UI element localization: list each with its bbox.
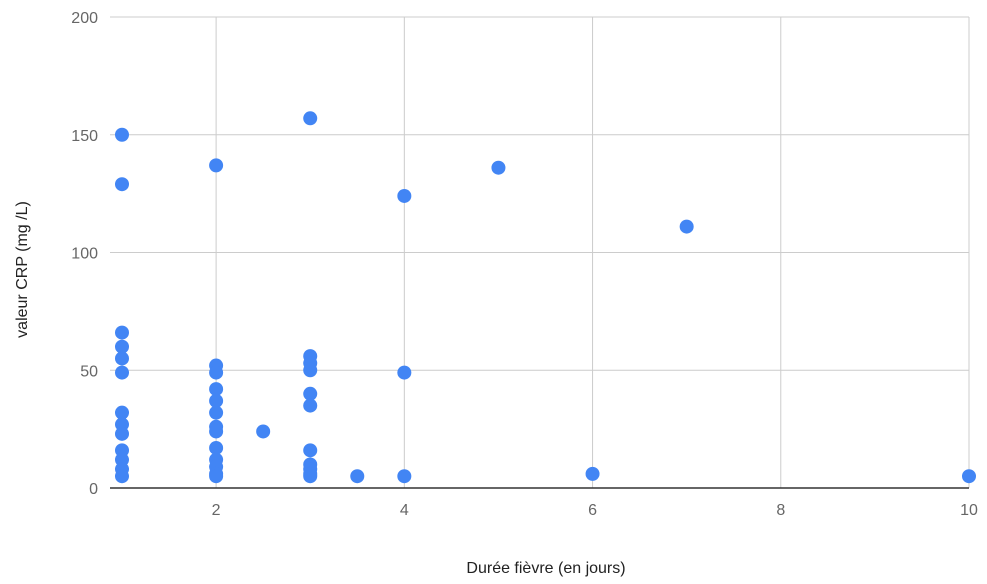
data-point[interactable] [115, 127, 129, 142]
data-point[interactable] [115, 177, 129, 192]
data-point[interactable] [303, 469, 318, 484]
data-point[interactable] [303, 363, 318, 378]
data-point[interactable] [303, 443, 318, 458]
data-point[interactable] [115, 325, 129, 340]
data-point[interactable] [115, 339, 129, 354]
data-point[interactable] [303, 386, 318, 401]
data-point[interactable] [585, 466, 600, 481]
x-tick-label: 4 [400, 502, 409, 519]
data-point[interactable] [209, 393, 224, 408]
data-point[interactable] [303, 398, 318, 413]
data-point[interactable] [303, 111, 318, 126]
x-tick-label: 10 [960, 502, 978, 519]
data-point[interactable] [209, 382, 224, 397]
data-point[interactable] [209, 469, 224, 484]
data-point[interactable] [209, 424, 224, 439]
data-point[interactable] [256, 424, 271, 439]
data-points [115, 111, 976, 484]
x-tick-label: 8 [776, 502, 785, 519]
data-point[interactable] [491, 160, 506, 175]
data-point[interactable] [115, 469, 129, 484]
data-point[interactable] [350, 469, 365, 484]
data-point[interactable] [679, 219, 694, 234]
data-point[interactable] [962, 469, 976, 484]
data-point[interactable] [209, 440, 224, 455]
y-tick-label: 100 [71, 246, 98, 263]
data-point[interactable] [115, 351, 129, 366]
x-tick-label: 2 [212, 502, 221, 519]
data-point[interactable] [397, 188, 412, 203]
data-point[interactable] [209, 405, 224, 420]
data-point[interactable] [115, 426, 129, 441]
x-tick-label: 6 [588, 502, 597, 519]
data-point[interactable] [209, 365, 224, 380]
data-point[interactable] [209, 158, 224, 173]
y-tick-label: 50 [80, 363, 98, 380]
data-point[interactable] [115, 365, 129, 380]
tick-labels: 0 50 100 150 200 2 4 6 8 10 [71, 10, 978, 519]
data-point[interactable] [115, 405, 129, 420]
data-point[interactable] [397, 365, 412, 380]
y-tick-label: 150 [71, 128, 98, 145]
y-tick-label: 200 [71, 10, 98, 27]
grid-lines [110, 16, 970, 488]
data-point[interactable] [397, 469, 412, 484]
x-axis-title: Durée fièvre (en jours) [466, 560, 625, 577]
y-axis-title: valeur CRP (mg /L) [14, 201, 31, 338]
y-tick-label: 0 [89, 481, 98, 498]
